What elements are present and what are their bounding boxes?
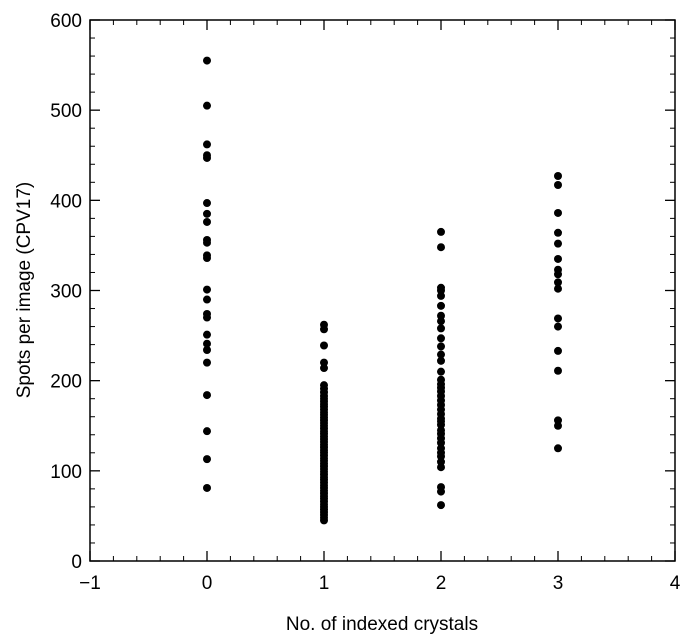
- y-tick-label: 400: [50, 191, 82, 212]
- y-tick-label: 0: [71, 552, 82, 573]
- data-point: [437, 350, 445, 359]
- data-point: [554, 421, 562, 430]
- data-point: [437, 501, 445, 510]
- data-point: [554, 254, 562, 263]
- data-point: [554, 346, 562, 355]
- y-tick-label: 300: [50, 282, 82, 303]
- data-point: [554, 284, 562, 293]
- data-point: [203, 199, 211, 208]
- x-tick-label: 1: [319, 573, 330, 594]
- data-point: [320, 516, 328, 525]
- y-tick-label: 200: [50, 372, 82, 393]
- data-point: [437, 367, 445, 376]
- data-point: [203, 295, 211, 304]
- data-point: [437, 291, 445, 300]
- data-point: [203, 339, 211, 348]
- data-point: [203, 209, 211, 218]
- data-point: [437, 227, 445, 236]
- data-point: [554, 366, 562, 375]
- data-point: [203, 455, 211, 464]
- data-point: [437, 324, 445, 333]
- data-point: [437, 356, 445, 365]
- x-tick-label: 3: [553, 573, 564, 594]
- axis-ticks: [89, 19, 676, 562]
- x-axis-title: No. of indexed crystals: [286, 614, 478, 635]
- data-point: [320, 325, 328, 334]
- data-point: [203, 313, 211, 322]
- y-tick-label: 600: [50, 11, 82, 32]
- data-point: [203, 101, 211, 110]
- data-point: [437, 463, 445, 472]
- data-point: [203, 358, 211, 367]
- data-point: [554, 228, 562, 237]
- data-point: [203, 427, 211, 436]
- data-point: [320, 364, 328, 373]
- data-point: [203, 140, 211, 149]
- data-point: [203, 285, 211, 294]
- data-point: [554, 278, 562, 287]
- data-point: [437, 317, 445, 326]
- data-point: [437, 487, 445, 496]
- data-point: [203, 391, 211, 400]
- x-tick-label: 0: [202, 573, 213, 594]
- data-point: [437, 301, 445, 310]
- data-point: [554, 444, 562, 453]
- data-point: [203, 330, 211, 339]
- data-point: [320, 341, 328, 350]
- y-tick-label: 100: [50, 462, 82, 483]
- data-points: [203, 56, 562, 525]
- data-point: [203, 238, 211, 247]
- y-axis-title: Spots per image (CPV17): [14, 182, 35, 399]
- data-point: [554, 322, 562, 331]
- data-point: [437, 342, 445, 351]
- data-point: [203, 217, 211, 226]
- x-tick-label: 2: [436, 573, 447, 594]
- plot-frame: [89, 19, 676, 562]
- x-tick-label: 4: [670, 573, 681, 594]
- data-point: [437, 243, 445, 252]
- data-point: [554, 314, 562, 323]
- y-tick-label: 500: [50, 101, 82, 122]
- data-point: [203, 254, 211, 263]
- data-point: [203, 153, 211, 162]
- data-point: [554, 239, 562, 248]
- data-point: [554, 171, 562, 180]
- data-point: [554, 270, 562, 279]
- data-point: [437, 334, 445, 343]
- x-tick-label: −1: [79, 573, 101, 594]
- data-point: [203, 56, 211, 65]
- data-point: [203, 346, 211, 355]
- data-point: [203, 483, 211, 492]
- data-point: [554, 208, 562, 217]
- data-point: [554, 181, 562, 190]
